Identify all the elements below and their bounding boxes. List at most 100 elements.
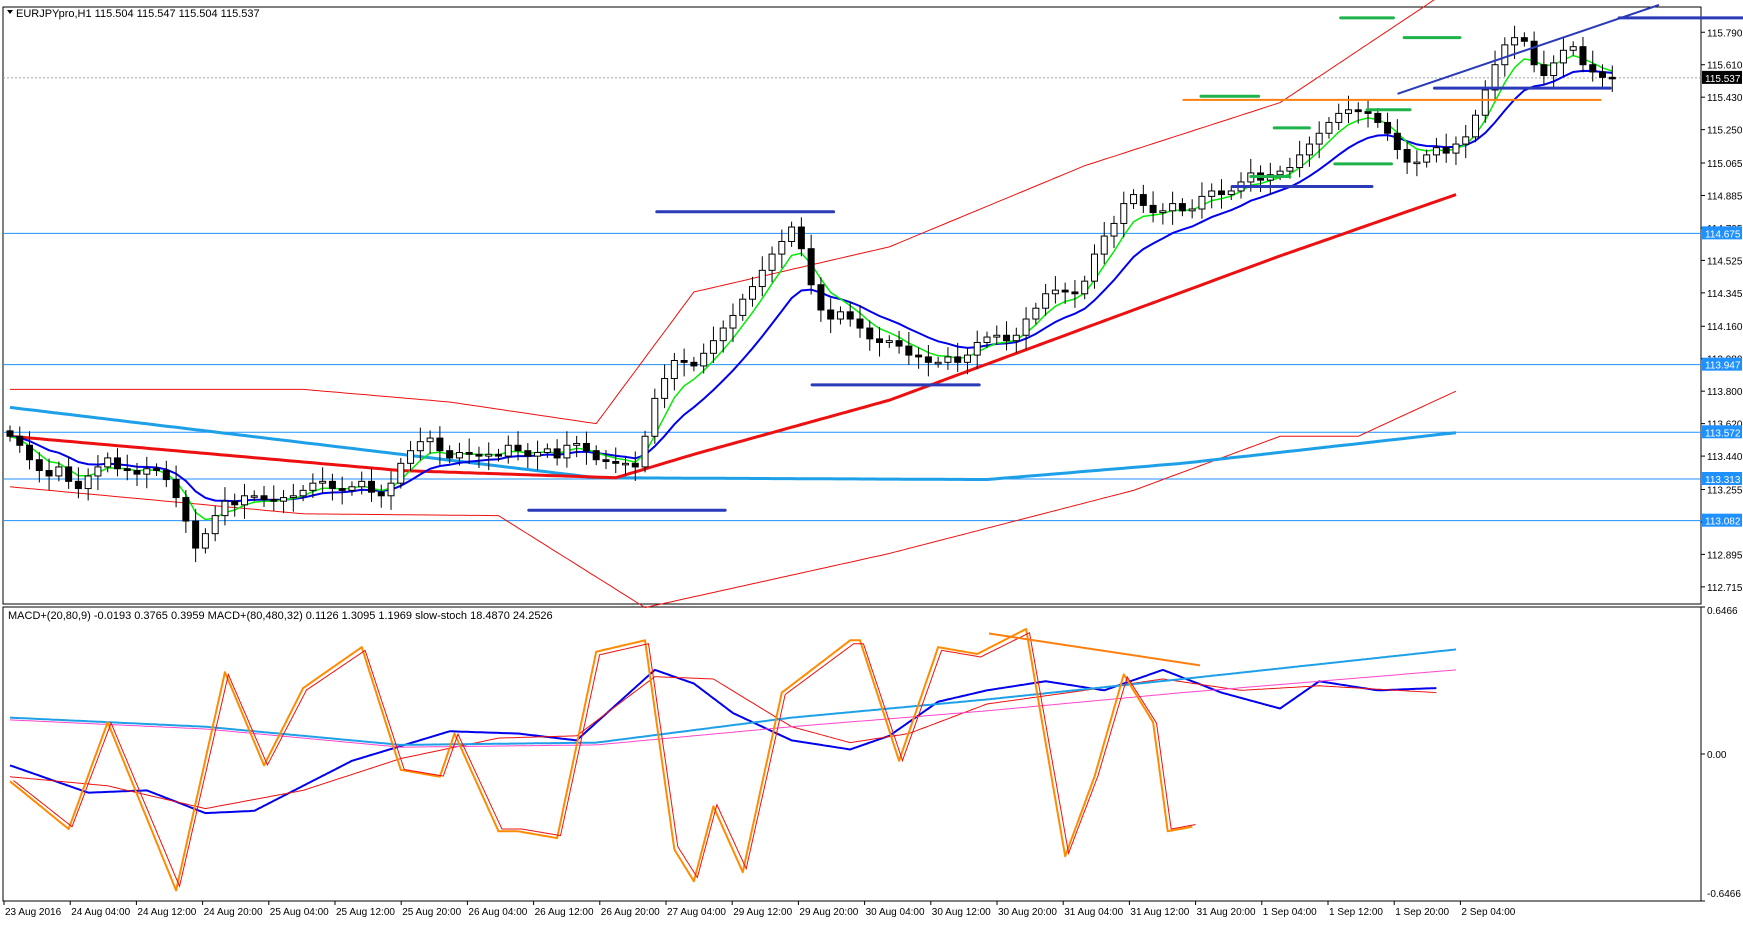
candle [1481,89,1489,116]
candle [876,338,884,343]
main-header: EURJPYpro,H1 115.504 115.547 115.504 115… [16,8,260,20]
candle [983,336,991,343]
candle [113,457,121,470]
candle [55,466,63,477]
time-tick-label: 29 Aug 12:00 [733,907,792,918]
time-tick-label: 31 Aug 20:00 [1197,907,1256,918]
candle [182,497,190,522]
candle [240,495,248,506]
candle [1061,289,1069,293]
candle [1530,40,1538,66]
long-ma [9,405,1457,481]
time-tick-label: 24 Aug 04:00 [71,907,130,918]
price-tick-label: 115.610 [1707,61,1743,72]
macd-tick-label: -0.6466 [1707,889,1741,900]
candle [1354,109,1362,113]
candle [1384,121,1392,134]
ma-slow-red-line [9,193,1457,480]
level-tag [1702,357,1742,371]
candle [954,356,962,363]
candle [1071,291,1079,295]
candle [963,354,971,363]
candle [123,468,131,472]
candle [1296,154,1304,169]
collapse-triangle-icon[interactable] [7,10,13,14]
candle [788,226,796,242]
candle [35,459,43,472]
candle [1305,143,1313,156]
candle [602,459,610,463]
candle [1374,112,1382,123]
candle [162,470,170,481]
candle [1149,204,1157,214]
price-axis: 115.790 115.610 115.430 115.250 115.065 114.8… [1701,28,1743,594]
time-tick-label: 1 Sep 04:00 [1263,907,1317,918]
candle [143,468,151,475]
candle [1110,222,1118,237]
candle [1276,170,1284,176]
candle [465,451,473,455]
candle [1511,37,1519,46]
candle [201,533,209,549]
candle [485,453,493,457]
candle [1599,71,1607,78]
candle [670,360,678,380]
time-tick-label: 29 Aug 20:00 [799,907,858,918]
divergence-line[interactable] [988,632,1201,667]
candle [84,475,92,490]
price-tick-label: 115.250 [1707,126,1743,137]
candle [768,253,776,271]
candle [1432,147,1440,156]
series-macd2 [9,648,1457,746]
candle [1559,49,1567,64]
candle [1178,203,1186,212]
candle [709,340,717,354]
candle [1169,203,1177,212]
level-tag [1702,226,1742,240]
candle [690,361,698,367]
slow-ma [9,193,1457,480]
candle [1452,143,1460,154]
candle [729,314,737,329]
time-tick-label: 31 Aug 04:00 [1064,907,1123,918]
candle [328,480,336,490]
candle [1550,62,1558,77]
level-tag [1702,513,1742,527]
candle [1051,289,1059,295]
time-tick-label: 30 Aug 04:00 [866,907,925,918]
candle [1198,195,1206,210]
candle [1003,334,1011,342]
candle [1442,147,1450,154]
candle [1569,46,1577,51]
candle [1100,235,1108,255]
candle [319,480,327,484]
current-price-label: 115.537 [1705,74,1741,85]
candle [211,515,219,535]
macd-tick-label: 0.00 [1707,750,1727,761]
candle [817,284,825,311]
candle [719,327,727,342]
candle [827,309,835,320]
time-tick-label: 27 Aug 04:00 [667,907,726,918]
candle [1501,44,1509,66]
manual-drawings [527,4,1743,512]
candle [280,497,288,502]
time-tick-label: 30 Aug 12:00 [932,907,991,918]
candle [338,488,346,491]
price-tick-label: 114.345 [1707,289,1743,300]
candle [582,442,590,452]
candle [1364,111,1372,114]
candle [426,437,434,443]
trend-line[interactable] [1397,4,1660,95]
candle [221,500,229,517]
time-tick-label: 31 Aug 12:00 [1130,907,1189,918]
candle [1344,109,1352,114]
series-stoch_main [9,628,1193,892]
candle [475,453,483,457]
candle [270,498,278,502]
time-tick-label: 25 Aug 04:00 [270,907,329,918]
candle [260,495,268,500]
candle [289,495,297,499]
price-tick-label: 112.895 [1707,550,1743,561]
